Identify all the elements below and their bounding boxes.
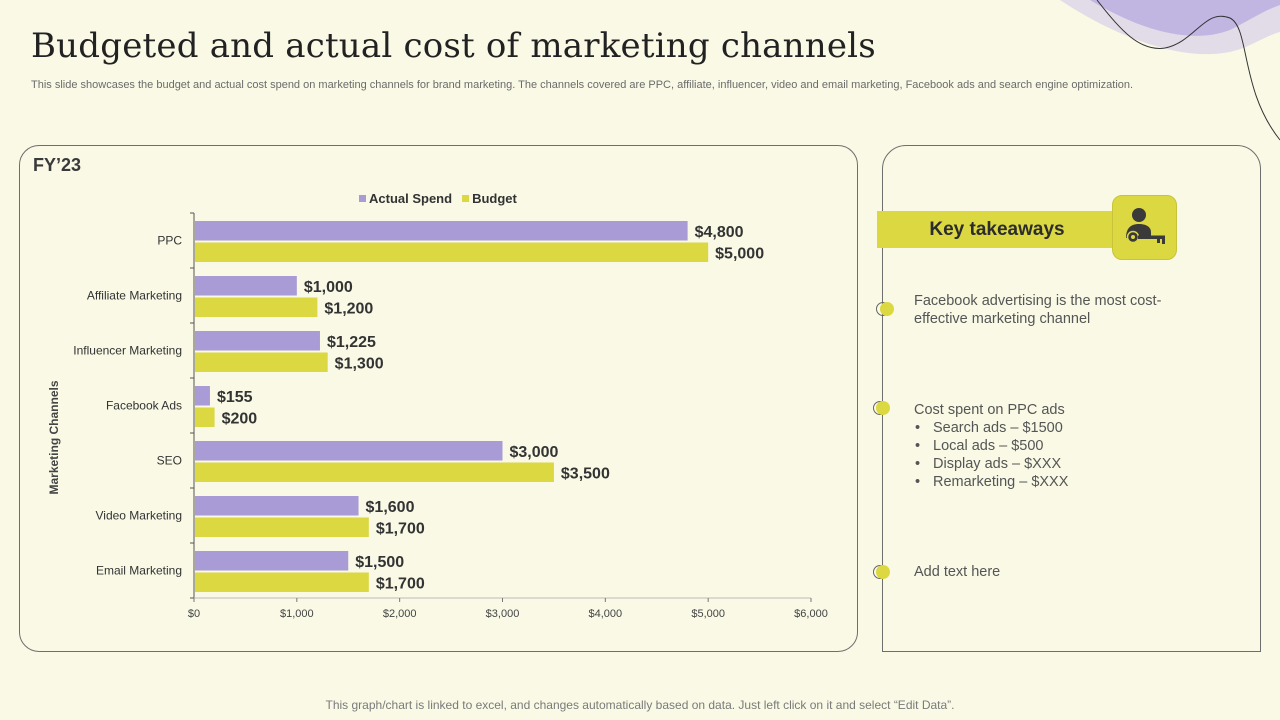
- data-label: $1,200: [324, 300, 373, 317]
- data-label: $1,500: [355, 554, 404, 571]
- takeaway-marker: [876, 565, 890, 579]
- actual-spend-bar[interactable]: [195, 331, 320, 351]
- legend-swatch-budget: [462, 195, 470, 202]
- data-label: $1,000: [304, 279, 353, 296]
- data-label: $200: [222, 410, 258, 427]
- takeaway-2-list: Search ads – $1500 Local ads – $500 Disp…: [914, 419, 1214, 491]
- fiscal-year-label: FY’23: [33, 155, 82, 175]
- budget-bar[interactable]: [195, 297, 318, 318]
- x-tick-label: $0: [188, 608, 200, 620]
- data-label: $5,000: [715, 245, 764, 262]
- takeaway-3: Add text here: [914, 564, 1001, 580]
- actual-spend-bar[interactable]: [195, 221, 688, 241]
- category-label: Email Marketing: [96, 564, 182, 578]
- list-item: Remarketing – $XXX: [914, 473, 1214, 491]
- x-tick-label: $6,000: [794, 608, 828, 620]
- data-label: $1,225: [327, 334, 376, 351]
- actual-spend-bar[interactable]: [195, 551, 349, 571]
- data-label: $4,800: [695, 224, 744, 241]
- budget-bar[interactable]: [195, 572, 369, 593]
- budget-bar[interactable]: [195, 242, 709, 263]
- data-label: $1,700: [376, 520, 425, 537]
- x-tick-label: $2,000: [383, 608, 417, 620]
- actual-spend-bar[interactable]: [195, 386, 210, 406]
- category-label: Video Marketing: [96, 509, 183, 523]
- data-label: $3,500: [561, 465, 610, 482]
- takeaway-2: Cost spent on PPC ads Search ads – $1500…: [914, 401, 1214, 491]
- y-axis-title: Marketing Channels: [47, 380, 61, 494]
- data-label: $1,600: [366, 499, 415, 516]
- legend-swatch-actual: [359, 195, 366, 202]
- legend-label: Budget: [472, 191, 517, 206]
- actual-spend-bar[interactable]: [195, 276, 297, 296]
- footer-note: This graph/chart is linked to excel, and…: [325, 698, 955, 712]
- takeaway-1: Facebook advertising is the most cost-ef…: [914, 293, 1162, 327]
- x-tick-label: $1,000: [280, 608, 314, 620]
- page-title: Budgeted and actual cost of marketing ch…: [31, 26, 876, 66]
- takeaway-marker: [876, 401, 890, 415]
- page-subtitle: This slide showcases the budget and actu…: [31, 79, 1134, 91]
- x-tick-label: $4,000: [589, 608, 623, 620]
- x-tick-label: $5,000: [691, 608, 725, 620]
- key-takeaways-banner: Key takeaways: [877, 211, 1113, 248]
- list-item: Local ads – $500: [914, 437, 1214, 455]
- category-label: Facebook Ads: [106, 399, 182, 413]
- category-label: SEO: [157, 454, 182, 468]
- data-label: $1,700: [376, 575, 425, 592]
- budget-bar[interactable]: [195, 407, 215, 428]
- category-label: Influencer Marketing: [73, 344, 182, 358]
- data-label: $155: [217, 389, 253, 406]
- key-takeaways-heading: Key takeaways: [929, 218, 1065, 240]
- takeaway-marker: [880, 302, 894, 316]
- legend-label: Actual Spend: [369, 191, 452, 206]
- budget-bar[interactable]: [195, 462, 554, 483]
- list-item: Search ads – $1500: [914, 419, 1214, 437]
- category-label: PPC: [157, 234, 182, 248]
- x-tick-label: $3,000: [486, 608, 520, 620]
- data-label: $1,300: [335, 355, 384, 372]
- actual-spend-bar[interactable]: [195, 441, 503, 461]
- budget-bar[interactable]: [195, 352, 328, 373]
- actual-spend-bar[interactable]: [195, 496, 359, 516]
- person-key-icon: [1112, 195, 1177, 260]
- list-item: Display ads – $XXX: [914, 455, 1214, 473]
- category-label: Affiliate Marketing: [87, 289, 182, 303]
- takeaway-2-heading: Cost spent on PPC ads: [914, 402, 1065, 418]
- data-label: $3,000: [510, 444, 559, 461]
- budget-bar[interactable]: [195, 517, 369, 538]
